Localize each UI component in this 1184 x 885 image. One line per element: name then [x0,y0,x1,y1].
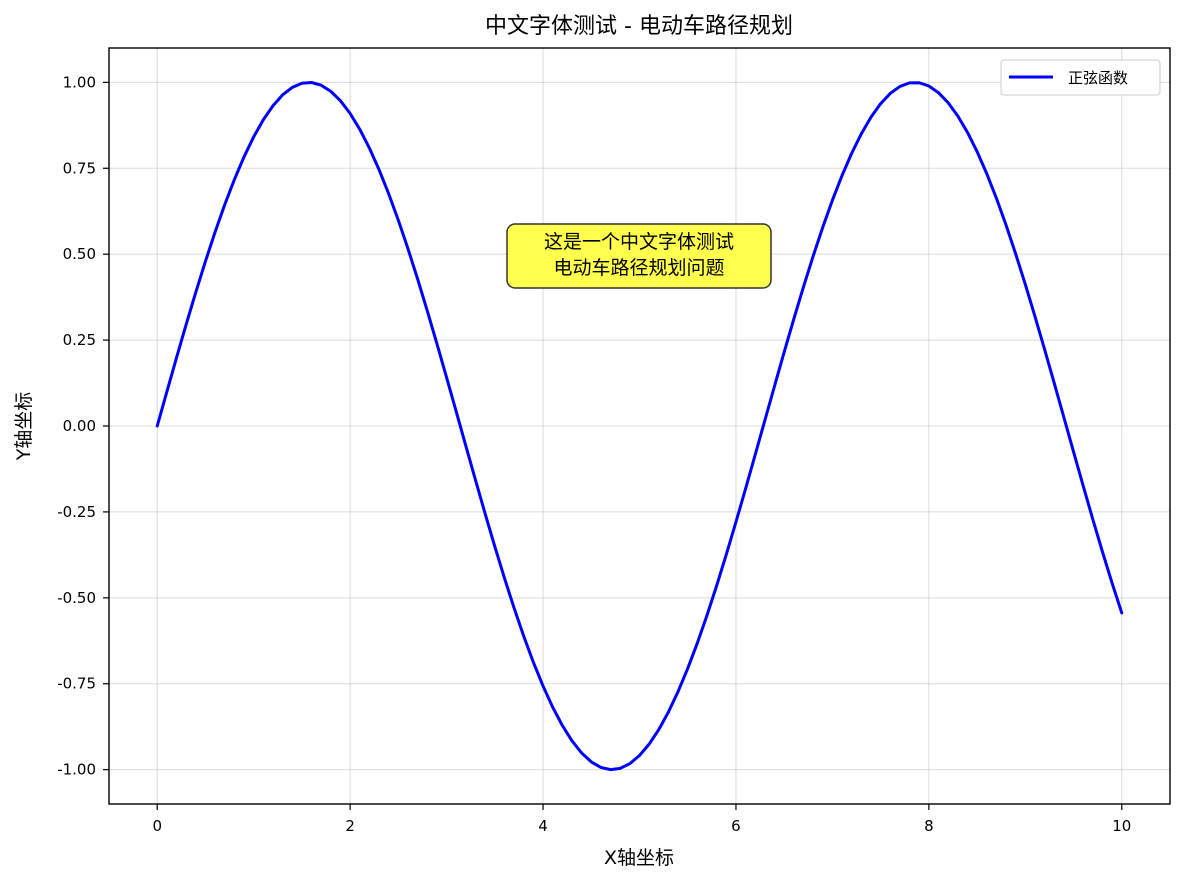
x-tick-label: 6 [731,817,741,835]
x-tick-label: 8 [924,817,934,835]
y-tick-label: 0.75 [63,159,96,177]
y-tick-label: -0.75 [57,675,96,693]
annotation-box: 这是一个中文字体测试 电动车路径规划问题 [506,223,772,289]
legend-label-sine: 正弦函数 [1068,69,1128,87]
x-tick-label: 0 [152,817,162,835]
x-axis: 0 2 4 6 8 10 [152,804,1131,835]
y-axis: -1.00 -0.75 -0.50 -0.25 0.00 0.25 0.50 0.75 1.00 [57,73,109,779]
series-line-sine [155,81,1124,772]
chart-title: 中文字体测试 - 电动车路径规划 [485,14,793,39]
series-layer [155,81,1124,772]
annotation-line-2: 电动车路径规划问题 [553,257,724,279]
x-tick-label: 4 [538,817,548,835]
y-axis-label: Y轴坐标 [13,392,35,462]
y-tick-label: 0.25 [63,331,96,349]
y-tick-label: -0.50 [57,589,96,607]
x-tick-label: 10 [1112,817,1131,835]
legend: 正弦函数 [1000,59,1161,96]
y-tick-label: -1.00 [57,761,96,779]
annotation-background [506,223,772,289]
y-tick-label: -0.25 [57,503,96,521]
x-axis-label: X轴坐标 [604,847,674,869]
y-tick-label: 0.50 [63,245,96,263]
y-tick-label: 1.00 [63,73,96,91]
x-tick-label: 2 [345,817,355,835]
y-tick-label: 0.00 [63,417,96,435]
annotation-line-1: 这是一个中文字体测试 [544,231,734,253]
legend-box [1000,59,1161,96]
